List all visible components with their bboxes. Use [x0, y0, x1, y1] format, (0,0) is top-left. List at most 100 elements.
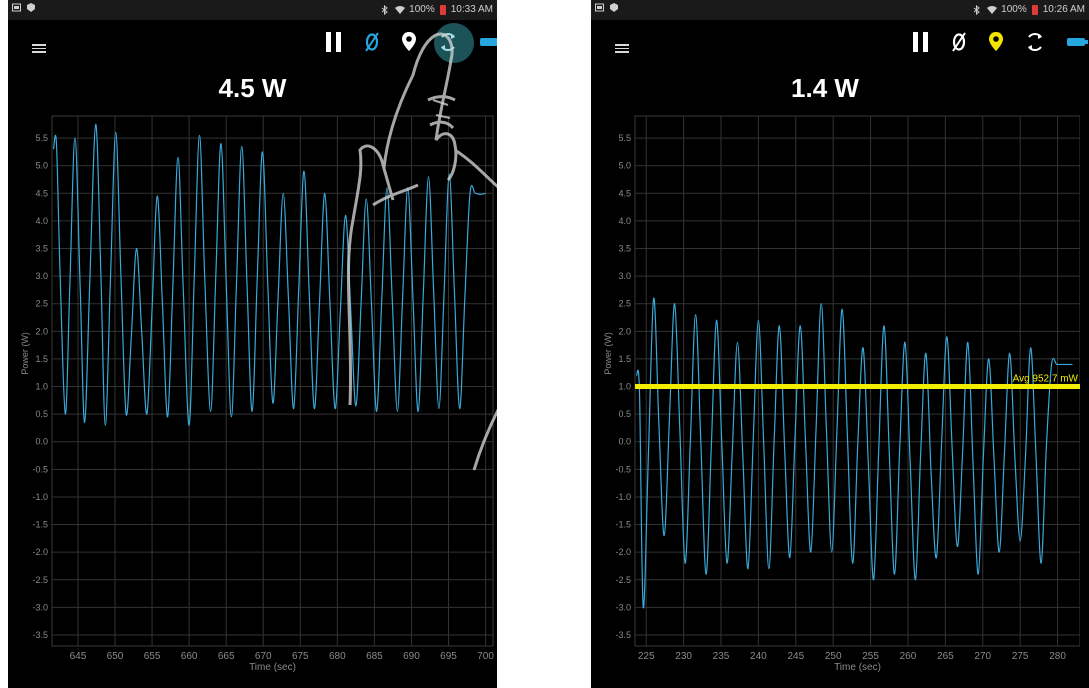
- x-tick-label: 675: [292, 651, 309, 662]
- y-tick-label: 4.0: [35, 216, 48, 226]
- x-tick-label: 665: [218, 651, 235, 662]
- bluetooth-icon: [973, 4, 982, 16]
- x-tick-label: 240: [750, 651, 767, 662]
- y-tick-label: 1.0: [35, 382, 48, 392]
- y-tick-label: 3.0: [618, 271, 631, 281]
- y-tick-label: 4.5: [35, 188, 48, 198]
- y-axis-label: Power (W): [603, 332, 613, 375]
- clock: 10:26 AM: [1042, 4, 1085, 15]
- y-tick-label: -1.0: [615, 492, 631, 502]
- clock: 10:33 AM: [450, 4, 493, 15]
- toolbar: [591, 20, 1089, 68]
- usb-debug-icon: [609, 3, 618, 12]
- wifi-icon: [395, 5, 406, 14]
- y-tick-label: -1.5: [615, 520, 631, 530]
- y-tick-label: -3.0: [615, 602, 631, 612]
- x-tick-label: 695: [440, 651, 457, 662]
- x-tick-label: 225: [638, 651, 655, 662]
- phone-screen-right: 100% 10:26 AM 1.4 W 5.5 5.0 4.5 4.0 3.5 3.0 2.…: [591, 0, 1089, 688]
- x-tick-label: 700: [477, 651, 494, 662]
- y-tick-label: 0.0: [35, 437, 48, 447]
- y-tick-label: -3.5: [615, 630, 631, 640]
- screenshot-icon: [595, 3, 604, 12]
- x-tick-label: 670: [255, 651, 272, 662]
- y-tick-label: -2.0: [615, 547, 631, 557]
- plot-area: [51, 115, 494, 647]
- device-status-icon[interactable]: [480, 32, 497, 57]
- wifi-icon: [987, 5, 998, 14]
- power-chart[interactable]: 5.5 5.0 4.5 4.0 3.5 3.0 2.5 2.0 1.5 1.0 0.5 0.0 -0.5…: [591, 112, 1080, 682]
- y-tick-label: -3.0: [32, 602, 48, 612]
- usb-debug-icon: [26, 3, 35, 12]
- touch-point: [434, 23, 474, 63]
- x-axis-label: Time (sec): [834, 662, 881, 673]
- status-bar: 100% 10:33 AM: [8, 0, 497, 20]
- x-tick-label: 250: [825, 651, 842, 662]
- pause-button[interactable]: [913, 31, 929, 57]
- status-bar: 100% 10:26 AM: [591, 0, 1089, 20]
- x-tick-label: 655: [144, 651, 161, 662]
- hand-gesture-icon: [346, 32, 497, 471]
- y-tick-label: 2.5: [35, 299, 48, 309]
- y-tick-label: 5.0: [618, 161, 631, 171]
- y-tick-label: 1.5: [618, 354, 631, 364]
- y-tick-label: 1.0: [618, 382, 631, 392]
- y-tick-label: 0.0: [618, 437, 631, 447]
- x-tick-label: 645: [70, 651, 87, 662]
- x-tick-label: 650: [107, 651, 124, 662]
- toolbar: [8, 20, 497, 68]
- y-tick-label: 3.5: [35, 244, 48, 254]
- power-reading: 4.5 W: [218, 73, 287, 103]
- x-tick-label: 690: [403, 651, 420, 662]
- x-tick-label: 280: [1049, 651, 1066, 662]
- average-label: Avg 952.7 mW: [1013, 374, 1079, 385]
- x-tick-label: 680: [329, 651, 346, 662]
- device-status-icon[interactable]: [1067, 32, 1089, 57]
- y-tick-label: -2.0: [32, 547, 48, 557]
- x-tick-label: 255: [862, 651, 879, 662]
- menu-icon[interactable]: [615, 44, 629, 55]
- plot-area: [634, 115, 1080, 647]
- location-pin-icon[interactable]: [402, 31, 416, 57]
- battery-percent: 100%: [409, 4, 435, 15]
- y-tick-label: 2.0: [35, 326, 48, 336]
- y-tick-label: 4.0: [618, 216, 631, 226]
- zero-button[interactable]: [951, 31, 967, 57]
- pause-button[interactable]: [326, 31, 342, 57]
- y-tick-label: 0.5: [618, 409, 631, 419]
- y-tick-label: -1.5: [32, 520, 48, 530]
- menu-icon[interactable]: [32, 44, 46, 55]
- y-tick-label: -1.0: [32, 492, 48, 502]
- location-pin-icon[interactable]: [989, 31, 1003, 57]
- y-tick-label: 5.5: [618, 133, 631, 143]
- x-tick-label: 660: [181, 651, 198, 662]
- y-tick-label: -0.5: [32, 464, 48, 474]
- x-tick-label: 235: [713, 651, 730, 662]
- touch-gesture-overlay: [346, 23, 497, 471]
- x-tick-label: 230: [675, 651, 692, 662]
- battery-percent: 100%: [1001, 4, 1027, 15]
- x-tick-label: 265: [937, 651, 954, 662]
- refresh-icon[interactable]: [1025, 32, 1045, 57]
- x-tick-label: 275: [1012, 651, 1029, 662]
- x-tick-label: 245: [787, 651, 804, 662]
- y-tick-label: 0.5: [35, 409, 48, 419]
- y-tick-label: -2.5: [32, 575, 48, 585]
- power-reading: 1.4 W: [791, 73, 859, 103]
- y-tick-label: -2.5: [615, 575, 631, 585]
- y-axis-label: Power (W): [20, 332, 30, 375]
- y-tick-label: 2.5: [618, 299, 631, 309]
- y-tick-label: 3.0: [35, 271, 48, 281]
- y-tick-label: 4.5: [618, 188, 631, 198]
- bluetooth-icon: [381, 4, 390, 16]
- battery-icon: [1031, 4, 1038, 15]
- phone-screen-left: 100% 10:33 AM 4.5 W 5.5 5.0 4.5 4.0 3.5 3.0 2.…: [8, 0, 497, 688]
- y-tick-label: -0.5: [615, 464, 631, 474]
- y-tick-label: -3.5: [32, 630, 48, 640]
- battery-icon: [439, 4, 446, 15]
- y-tick-label: 1.5: [35, 354, 48, 364]
- y-tick-label: 5.5: [35, 133, 48, 143]
- zero-button[interactable]: [364, 31, 380, 57]
- power-chart[interactable]: 5.5 5.0 4.5 4.0 3.5 3.0 2.5 2.0 1.5 1.0 0.5 0.0 -0.5…: [8, 112, 497, 682]
- x-tick-label: 260: [900, 651, 917, 662]
